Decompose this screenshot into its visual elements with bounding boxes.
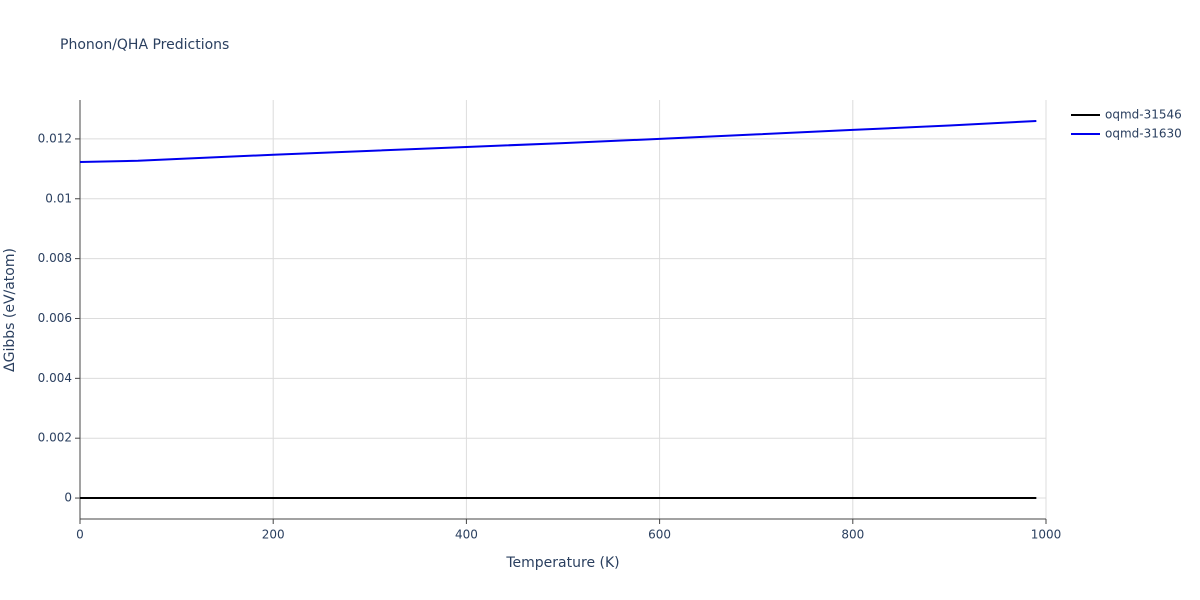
x-tick-label: 400 [455,528,478,542]
legend-label: oqmd-31546 [1105,108,1182,122]
x-tick-label: 200 [262,528,285,542]
chart-title: Phonon/QHA Predictions [60,37,229,53]
series-line [79,119,1037,163]
x-tick-label: 600 [648,528,671,542]
y-tick-label: 0.006 [38,311,72,325]
y-tick-label: 0.01 [45,191,72,205]
y-tick-label: 0.004 [38,371,72,385]
y-tick-label: 0.012 [38,131,72,145]
x-axis-label: Temperature (K) [505,555,619,571]
x-tick-label: 1000 [1031,528,1062,542]
y-axis-label: ΔGibbs (eV/atom) [2,248,18,372]
y-tick-label: 0.008 [38,251,72,265]
x-tick-label: 800 [841,528,864,542]
x-tick-label: 0 [76,528,84,542]
y-tick-label: 0.002 [38,431,72,445]
legend-label: oqmd-31630 [1105,127,1182,141]
y-tick-label: 0 [64,491,72,505]
